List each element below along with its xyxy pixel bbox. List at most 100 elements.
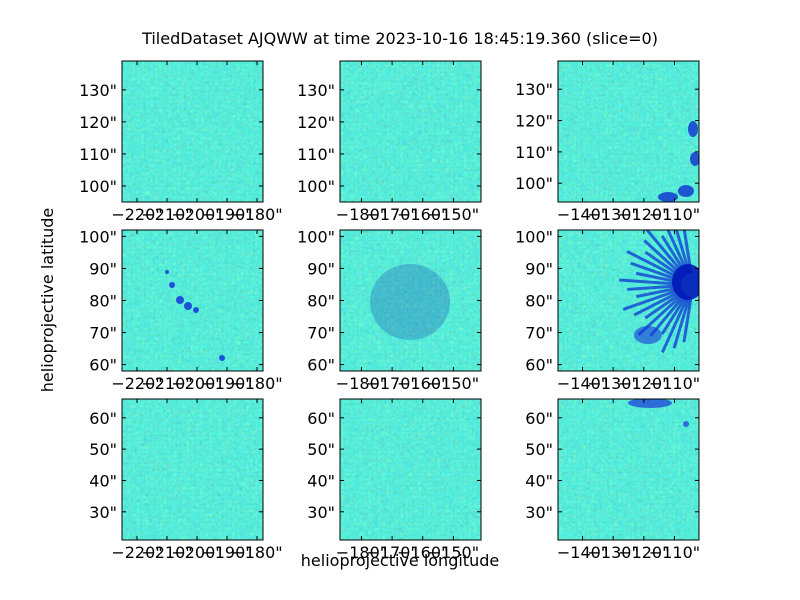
granulation-texture-2 <box>122 61 263 202</box>
panel-image <box>558 230 699 371</box>
x-tick-label: −140" <box>557 543 608 562</box>
panel-2-0: −220"−210"−200"−190"−180" 30" 40" 50" 60" <box>89 398 283 562</box>
y-tick-label: 130" <box>79 81 117 100</box>
y-tick-label: 110" <box>297 145 335 164</box>
x-axis-label: helioprojective longitude <box>301 551 499 570</box>
penumbral-filament <box>682 296 693 343</box>
panel-image <box>122 399 263 540</box>
penumbral-filament <box>627 284 682 291</box>
x-tick-label: −170" <box>366 543 417 562</box>
penumbral-filament <box>622 287 683 311</box>
pore-cluster <box>634 326 662 344</box>
panel-image <box>340 230 481 371</box>
y-tick-label: 40" <box>525 471 553 490</box>
y-tick-label: 120" <box>515 112 553 131</box>
x-tick-label: −180" <box>231 543 282 562</box>
x-tick-label: −160" <box>397 543 448 562</box>
y-axis-label: helioprojective latitude <box>38 208 57 392</box>
pore <box>219 355 225 361</box>
x-tick-label: −180" <box>336 374 387 393</box>
y-tick-label: 80" <box>89 292 117 311</box>
x-tick-label: −200" <box>171 543 222 562</box>
x-tick-label: −150" <box>428 205 479 224</box>
x-tick-label: −130" <box>588 543 639 562</box>
pore <box>169 282 175 288</box>
x-tick-label: −190" <box>201 205 252 224</box>
x-tick-label: −120" <box>618 205 669 224</box>
y-tick-label: 70" <box>525 324 553 343</box>
penumbral-filament <box>644 290 684 320</box>
y-tick-label: 40" <box>307 471 335 490</box>
x-tick-label: −190" <box>201 374 252 393</box>
x-tick-label: −110" <box>649 374 700 393</box>
pore <box>176 296 184 304</box>
y-tick-label: 80" <box>307 292 335 311</box>
y-tick-label: 30" <box>307 503 335 522</box>
x-tick-label: −160" <box>397 374 448 393</box>
figure-title: TiledDataset AJQWW at time 2023-10-16 18… <box>141 29 658 48</box>
y-tick-label: 50" <box>525 440 553 459</box>
x-tick-label: −180" <box>231 205 282 224</box>
x-tick-label: −110" <box>649 543 700 562</box>
x-tick-label: −190" <box>201 543 252 562</box>
y-tick-label: 100" <box>297 177 335 196</box>
x-tick-label: −120" <box>618 543 669 562</box>
x-tick-label: −210" <box>141 543 192 562</box>
granulation-texture-2 <box>122 399 263 540</box>
panel-image <box>558 61 699 202</box>
granulation-texture-2 <box>340 230 481 371</box>
penumbral-filament <box>661 295 690 353</box>
penumbral-filament <box>660 294 688 335</box>
x-tick-label: −140" <box>557 374 608 393</box>
x-tick-label: −120" <box>618 374 669 393</box>
pore <box>193 307 199 313</box>
x-tick-label: −140" <box>557 205 608 224</box>
x-tick-label: −210" <box>141 374 192 393</box>
y-tick-label: 50" <box>89 440 117 459</box>
penumbral-filament <box>674 230 691 274</box>
y-tick-label: 120" <box>79 113 117 132</box>
panel-0-0: −220"−210"−200"−190"−180" 100" 110" 120" 130… <box>79 60 283 224</box>
axes-frame <box>557 60 700 203</box>
dark-feature <box>690 152 699 166</box>
x-tick-label: −180" <box>336 205 387 224</box>
axes-frame <box>121 60 264 203</box>
pore <box>184 302 192 310</box>
x-tick-label: −180" <box>336 543 387 562</box>
panel-image <box>340 399 481 540</box>
panel-2-2: −140"−130"−120"−110" 30" 40" 50" 60" <box>525 398 700 562</box>
panel-1-0: −220"−210"−200"−190"−180" 60" 70" 80" 90" 100… <box>79 227 283 393</box>
y-tick-label: 110" <box>515 143 553 162</box>
umbra <box>672 264 699 300</box>
x-tick-label: −110" <box>649 205 700 224</box>
penumbral-filament <box>619 278 682 286</box>
panel-1-1: −180"−170"−160"−150" 60" 70" 80" 90" 100" <box>297 227 482 393</box>
axes-frame <box>339 60 482 203</box>
dark-feature <box>628 399 672 408</box>
y-tick-label: 90" <box>525 259 553 278</box>
y-tick-label: 130" <box>515 80 553 99</box>
axes-frame <box>557 398 700 541</box>
dark-feature <box>683 421 689 427</box>
granulation-texture-2 <box>340 399 481 540</box>
y-tick-label: 60" <box>525 356 553 375</box>
granulation-texture-2 <box>558 61 699 202</box>
axes-frame <box>121 398 264 541</box>
y-tick-label: 60" <box>89 356 117 375</box>
granulation-texture-2 <box>340 61 481 202</box>
x-tick-label: −130" <box>588 374 639 393</box>
y-tick-label: 100" <box>79 177 117 196</box>
axes-frame <box>339 398 482 541</box>
x-tick-label: −170" <box>366 374 417 393</box>
mottled-region <box>370 264 450 340</box>
dark-feature <box>688 121 698 137</box>
y-tick-label: 60" <box>525 409 553 428</box>
panel-image <box>340 61 481 202</box>
y-tick-label: 40" <box>89 471 117 490</box>
panel-image <box>122 61 263 202</box>
x-tick-label: −170" <box>366 205 417 224</box>
x-tick-label: −210" <box>141 205 192 224</box>
y-tick-label: 70" <box>89 324 117 343</box>
granulation-texture-2 <box>558 399 699 540</box>
y-tick-label: 60" <box>89 409 117 428</box>
